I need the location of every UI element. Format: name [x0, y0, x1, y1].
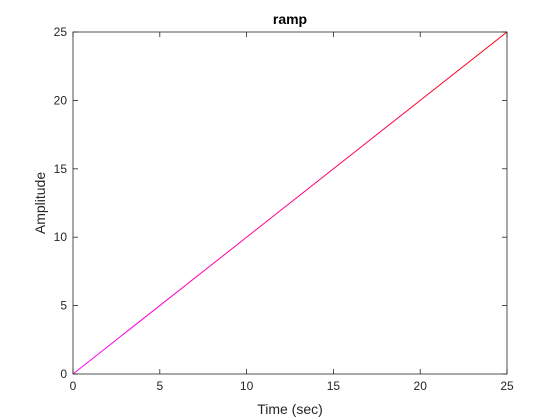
y-tick-label: 20	[54, 93, 68, 107]
x-tick-label: 20	[414, 379, 428, 393]
ramp-series-line	[72, 31, 508, 375]
y-tick-label: 15	[54, 162, 68, 176]
y-tick-label: 0	[60, 367, 67, 381]
x-tick-label: 25	[500, 379, 514, 393]
y-tick-label: 10	[54, 230, 68, 244]
x-tick-label: 15	[327, 379, 341, 393]
y-axis-ticks: 0 5 10 15 20 25	[54, 25, 507, 381]
x-tick-label: 0	[70, 379, 77, 393]
x-tick-label: 5	[156, 379, 163, 393]
axes-box	[72, 31, 508, 375]
x-tick-label: 10	[240, 379, 254, 393]
x-axis-ticks: 0 5 10 15 20 25	[70, 32, 514, 393]
y-tick-label: 5	[60, 299, 67, 313]
y-tick-label: 25	[54, 25, 68, 39]
x-axis-label: Time (sec)	[257, 401, 323, 417]
chart-title: ramp	[273, 11, 307, 27]
series-layer	[72, 31, 508, 375]
y-axis-label: Amplitude	[32, 172, 48, 234]
